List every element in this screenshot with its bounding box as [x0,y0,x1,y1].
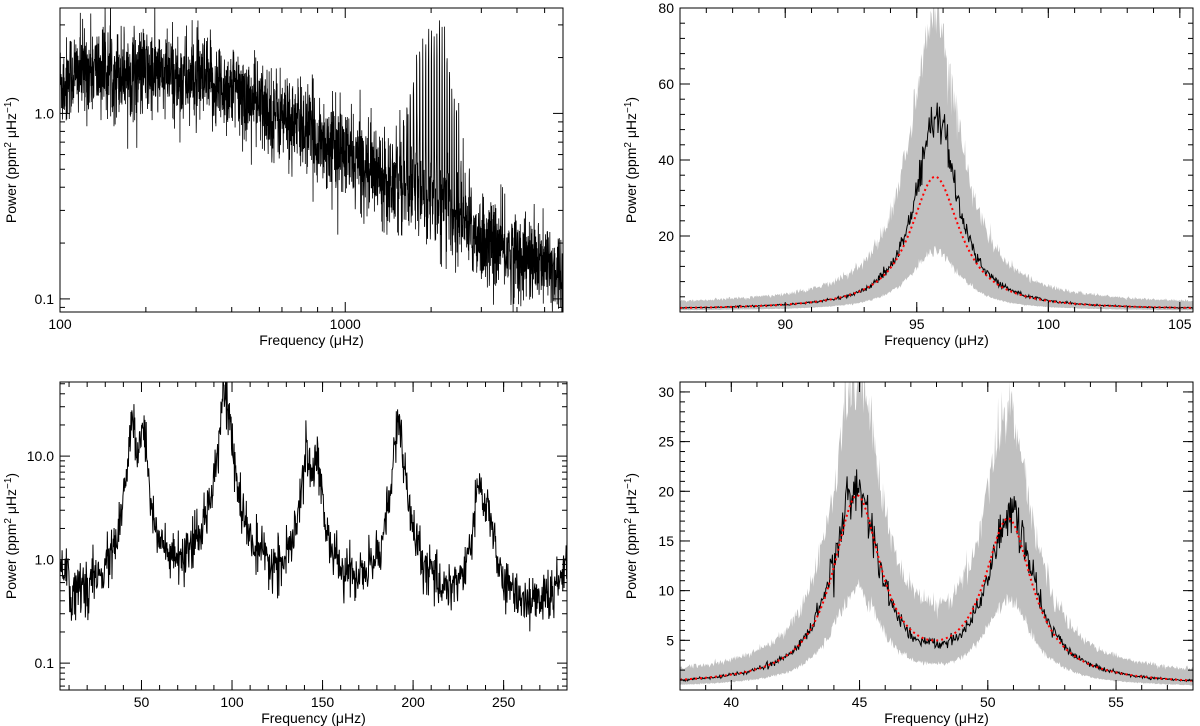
x-axis-label: Frequency (μHz) [884,332,989,348]
series-model-line [680,494,1193,682]
x-tick-label: 40 [724,694,740,710]
chart-top-right: 90 95 100 105 20 40 60 80 Frequency (μHz) Power (… [623,0,1194,348]
ticks [679,7,1193,312]
y-tick-label: 20 [658,483,674,499]
y-tick-label: 60 [658,76,674,92]
y-tick-label: 1.0 [35,552,55,568]
y-axis-label: Power (ppm2 μHz−1) [623,97,639,223]
y-tick-label: 40 [658,152,674,168]
plot-area [60,8,563,312]
x-axis-label: Frequency (μHz) [261,710,366,726]
y-tick-label: 15 [658,533,674,549]
y-tick-label: 80 [658,0,674,16]
y-tick-label: 25 [658,434,674,450]
y-tick-label: 20 [658,228,674,244]
plot-area [680,382,1193,686]
x-tick-label: 200 [401,694,425,710]
y-tick-label: 1.0 [35,105,55,121]
series-observed-line [60,8,563,312]
y-axis-label: Power (ppm2 μHz−1) [3,473,19,599]
y-tick-label: 10.0 [27,448,54,464]
y-tick-label: 0.1 [35,291,55,307]
x-tick-label: 250 [492,694,516,710]
series-observed-line [60,382,567,632]
plot-area [680,8,1193,311]
uncertainty-band [680,382,1193,686]
x-axis-label: Frequency (μHz) [884,710,989,726]
y-tick-label: 30 [658,384,674,400]
x-tick-label: 45 [852,694,868,710]
plot-frame [59,7,564,313]
x-tick-label: 1000 [330,316,361,332]
y-tick-label: 10 [658,583,674,599]
ticks [679,381,1194,690]
uncertainty-band [680,8,1193,311]
x-tick-label: 50 [134,694,150,710]
ticks [60,382,567,690]
x-tick-label: 150 [311,694,335,710]
y-tick-label: 5 [666,632,674,648]
x-tick-label: 105 [1168,316,1192,332]
x-axis-label: Frequency (μHz) [259,332,364,348]
y-tick-label: 0.1 [35,655,55,671]
plot-frame [59,381,568,691]
chart-top-left: 100 1000 0.1 1.0 Frequency (μHz) Power (ppm2 … [3,7,564,348]
x-tick-label: 100 [1037,316,1061,332]
chart-bottom-left: 50 100 150 200 250 0.1 1.0 10.0 Frequency (μHz) P… [3,381,568,726]
x-tick-label: 100 [220,694,244,710]
x-tick-label: 55 [1108,694,1124,710]
x-tick-label: 100 [48,316,72,332]
x-tick-label: 95 [909,316,925,332]
x-tick-label: 90 [777,316,793,332]
x-tick-label: 50 [980,694,996,710]
ticks [59,8,563,312]
series-model-line [680,175,1193,309]
plot-area [60,382,567,632]
y-axis-label: Power (ppm2 μHz−1) [3,97,19,223]
y-axis-label: Power (ppm2 μHz−1) [623,473,639,599]
